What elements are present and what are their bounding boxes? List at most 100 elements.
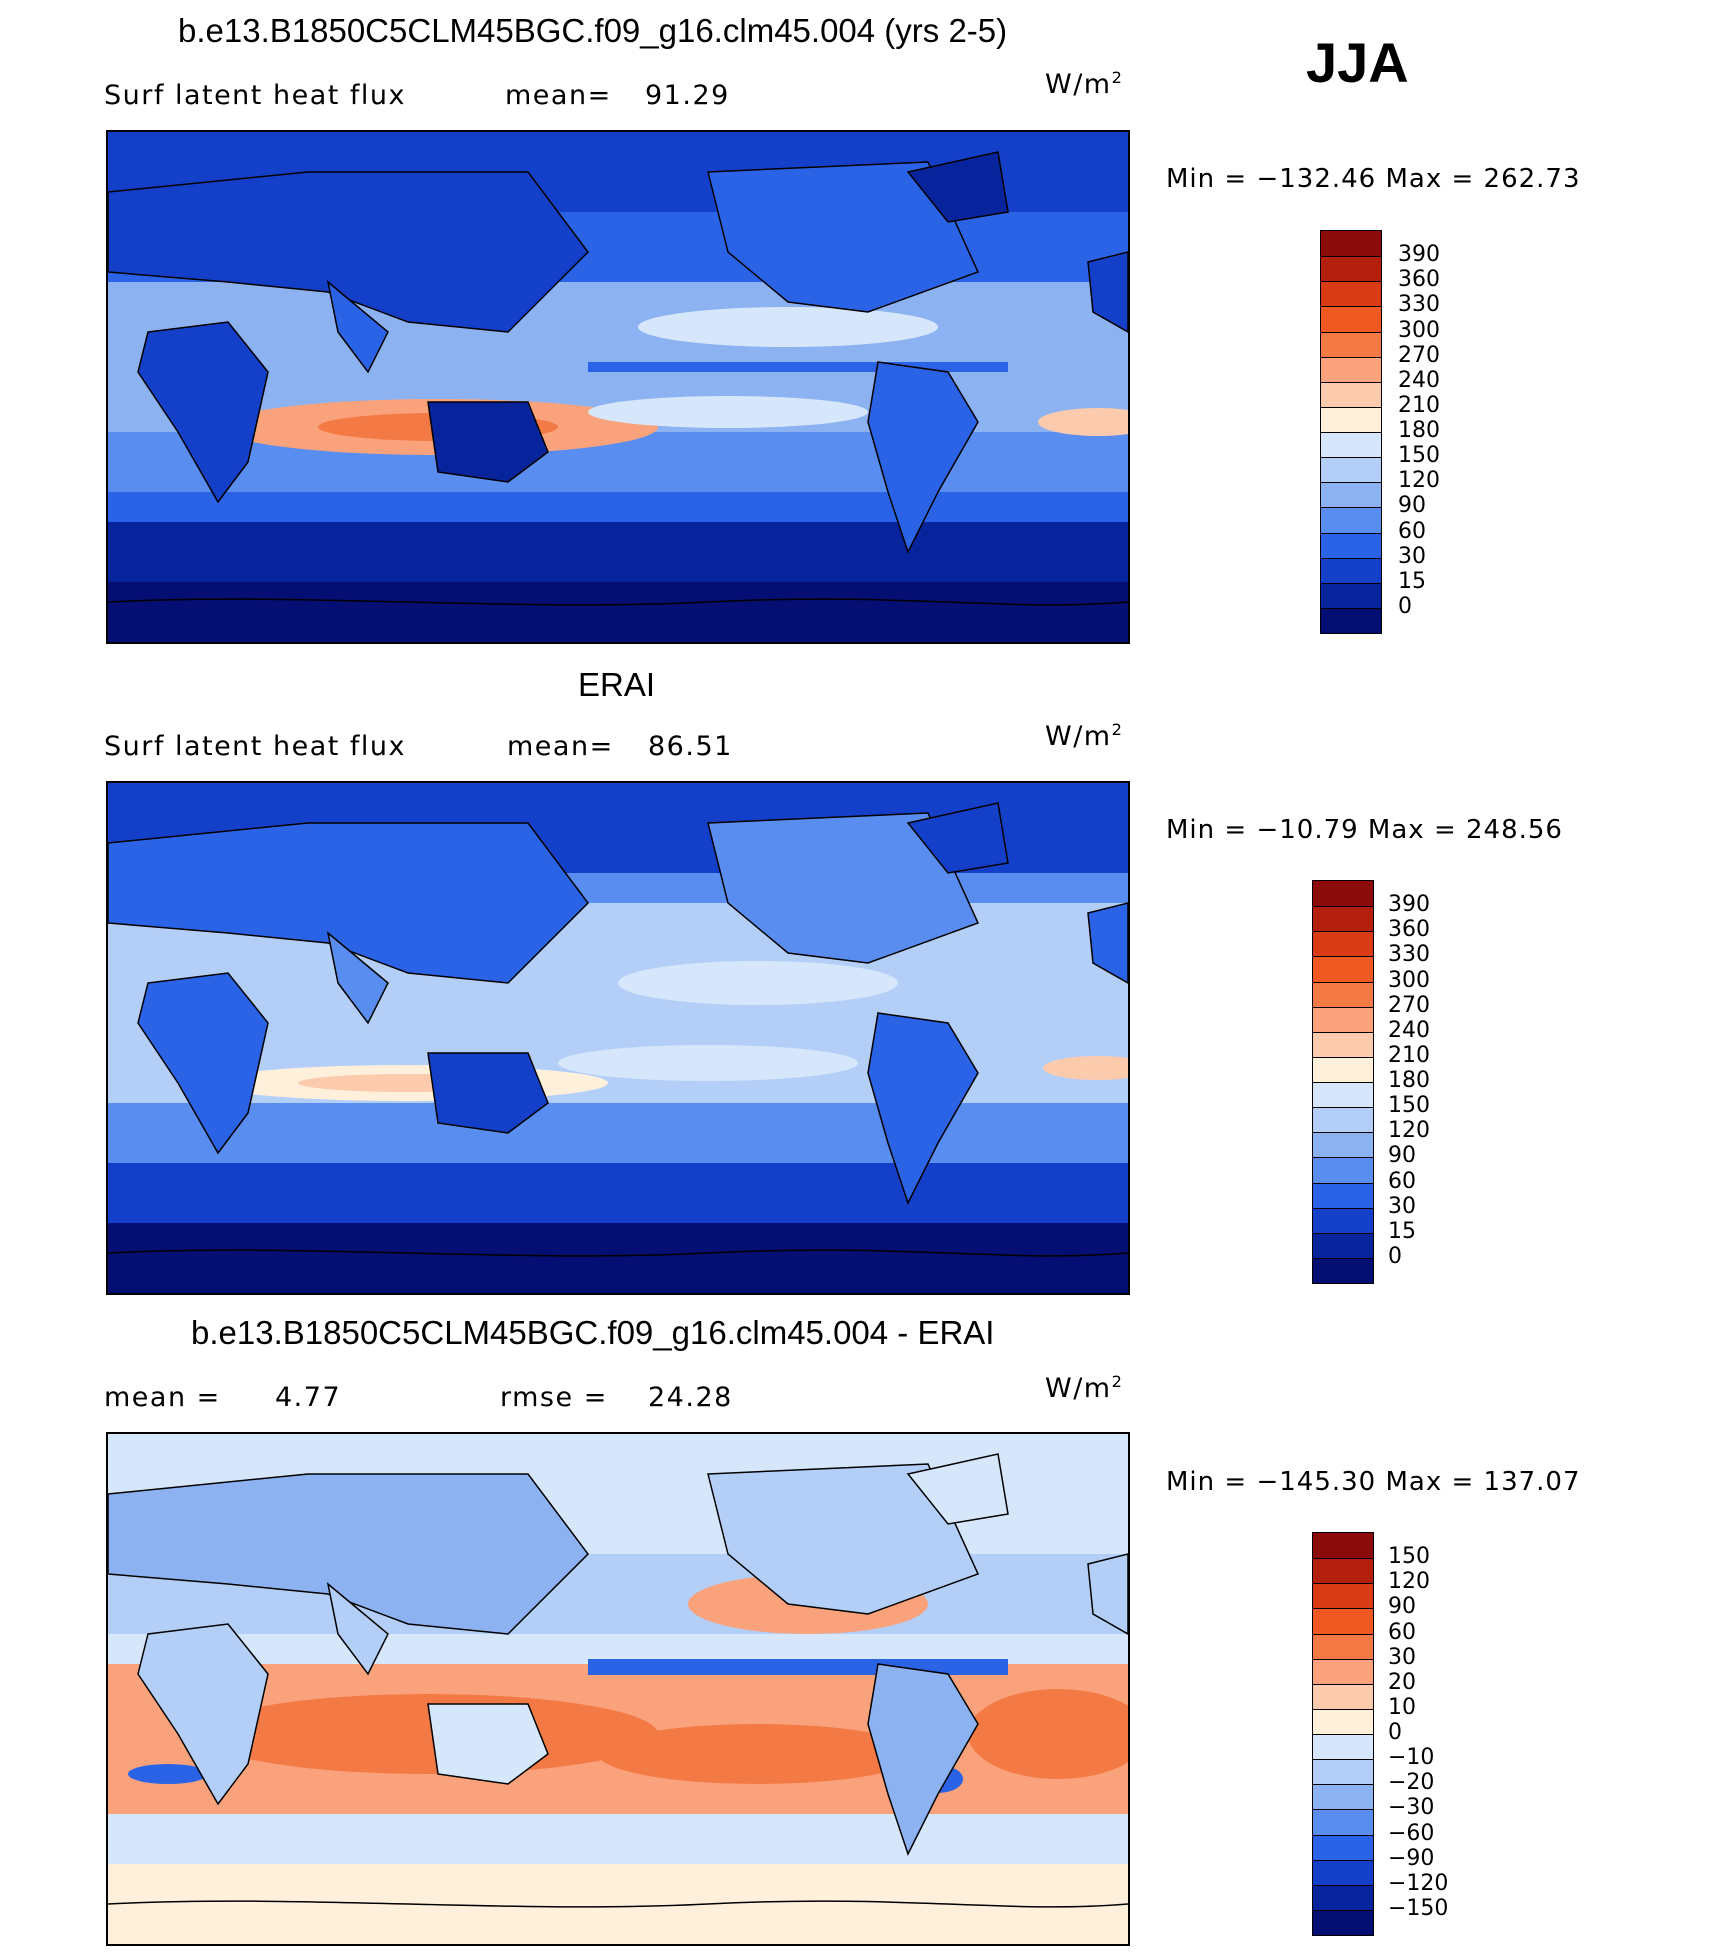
panel-3-mean-label: mean =: [104, 1382, 221, 1413]
colorbar-tick-label: 210: [1398, 392, 1440, 418]
colorbar-tick-label: 390: [1398, 242, 1440, 268]
colorbar-segment: [1313, 981, 1373, 1007]
colorbar-tick-label: 240: [1388, 1017, 1430, 1043]
colorbar-tick-label: 120: [1388, 1118, 1430, 1144]
colorbar-segment: [1321, 507, 1381, 533]
panel-1-mean-value: 91.29: [645, 80, 730, 111]
colorbar-segment: [1321, 457, 1381, 483]
panel-3-map-field: [108, 1434, 1128, 1944]
colorbar-segment: [1313, 1107, 1373, 1133]
colorbar-tick-label: 180: [1398, 418, 1440, 443]
colorbar-segment: [1313, 1734, 1373, 1760]
colorbar-segment: [1321, 607, 1381, 633]
panel-1-colorbar: [1320, 230, 1382, 634]
colorbar-tick-label: −10: [1388, 1745, 1435, 1771]
colorbar-tick-label: 15: [1398, 568, 1426, 594]
colorbar-segment: [1313, 1533, 1373, 1559]
colorbar-tick-label: 30: [1388, 1193, 1416, 1219]
colorbar-tick-label: 360: [1388, 917, 1430, 943]
panel-1-minmax: Min = −132.46 Max = 262.73: [1166, 164, 1581, 194]
colorbar-segment: [1313, 956, 1373, 982]
colorbar-segment: [1313, 1633, 1373, 1659]
colorbar-tick-label: 0: [1388, 1243, 1402, 1269]
colorbar-segment: [1313, 1157, 1373, 1183]
colorbar-tick-label: 210: [1388, 1042, 1430, 1068]
panel-1-map: [106, 130, 1130, 644]
colorbar-tick-label: 360: [1398, 267, 1440, 293]
colorbar-segment: [1313, 1132, 1373, 1158]
colorbar-tick-label: 390: [1388, 892, 1430, 918]
colorbar-tick-label: 30: [1398, 543, 1426, 569]
colorbar-segment: [1313, 1784, 1373, 1810]
colorbar-tick-label: 120: [1388, 1569, 1430, 1595]
colorbar-segment: [1313, 1608, 1373, 1634]
colorbar-segment: [1321, 482, 1381, 508]
colorbar-tick-label: 330: [1388, 942, 1430, 968]
colorbar-segment: [1313, 1859, 1373, 1885]
colorbar-segment: [1313, 1257, 1373, 1283]
colorbar-segment: [1313, 906, 1373, 932]
colorbar-segment: [1321, 356, 1381, 382]
panel-3-colorbar-labels: 150 120 90 60 30 20 10 0 −10 −20 −30 −60 −90 −120 −150: [1388, 1532, 1488, 1936]
colorbar-tick-label: 10: [1388, 1694, 1416, 1720]
colorbar-tick-label: 240: [1398, 367, 1440, 393]
colorbar-tick-label: 15: [1388, 1218, 1416, 1244]
colorbar-segment: [1313, 1708, 1373, 1734]
panel-1-map-field: [108, 132, 1128, 642]
colorbar-tick-label: 30: [1388, 1644, 1416, 1670]
colorbar-tick-label: 0: [1388, 1720, 1402, 1745]
colorbar-segment: [1313, 1082, 1373, 1108]
panel-2-title: ERAI: [578, 666, 656, 703]
panel-2-mean-value: 86.51: [648, 731, 733, 762]
colorbar-tick-label: 150: [1398, 443, 1440, 469]
colorbar-tick-label: 150: [1388, 1093, 1430, 1119]
colorbar-tick-label: 90: [1388, 1143, 1416, 1169]
colorbar-tick-label: 0: [1398, 593, 1412, 619]
colorbar-tick-label: 20: [1388, 1669, 1416, 1695]
colorbar-tick-label: −120: [1388, 1870, 1449, 1896]
panel-1-title: b.e13.B1850C5CLM45BGC.f09_g16.clm45.004 …: [178, 12, 1008, 49]
colorbar-tick-label: 90: [1398, 493, 1426, 519]
colorbar-segment: [1313, 881, 1373, 907]
panel-1-colorbar-labels: 390 360 330 300 270 240 210 180 150 120 90 60 30 15 0: [1398, 230, 1478, 634]
colorbar-segment: [1321, 331, 1381, 357]
colorbar-tick-label: −20: [1388, 1770, 1435, 1796]
colorbar-segment: [1313, 1884, 1373, 1910]
colorbar-tick-label: 330: [1398, 292, 1440, 318]
panel-3-rmse-label: rmse =: [500, 1382, 608, 1413]
panel-2-units: W/m2: [1045, 720, 1124, 752]
panel-2-mean-label: mean=: [507, 731, 614, 762]
colorbar-tick-label: 60: [1398, 518, 1426, 544]
colorbar-segment: [1313, 1683, 1373, 1709]
panel-1-mean-label: mean=: [505, 80, 612, 111]
panel-2-minmax: Min = −10.79 Max = 248.56: [1166, 815, 1563, 845]
panel-2-colorbar-labels: 390 360 330 300 270 240 210 180 150 120 90 60 30 15 0: [1388, 880, 1468, 1284]
panel-2-variable-label: Surf latent heat flux: [104, 731, 407, 762]
colorbar-segment: [1313, 1558, 1373, 1584]
colorbar-tick-label: −90: [1388, 1845, 1435, 1871]
colorbar-tick-label: 150: [1388, 1544, 1430, 1570]
colorbar-segment: [1321, 306, 1381, 332]
panel-3-minmax: Min = −145.30 Max = 137.07: [1166, 1467, 1581, 1497]
colorbar-segment: [1321, 256, 1381, 282]
panel-2-map: [106, 781, 1130, 1295]
colorbar-tick-label: 300: [1388, 967, 1430, 993]
colorbar-segment: [1313, 1232, 1373, 1258]
colorbar-segment: [1313, 1006, 1373, 1032]
colorbar-segment: [1313, 1809, 1373, 1835]
panel-2-map-field: [108, 783, 1128, 1293]
panel-3-mean-value: 4.77: [275, 1382, 342, 1413]
colorbar-tick-label: 120: [1398, 468, 1440, 494]
colorbar-segment: [1321, 432, 1381, 458]
colorbar-tick-label: −60: [1388, 1820, 1435, 1846]
colorbar-segment: [1313, 1207, 1373, 1233]
colorbar-segment: [1313, 1056, 1373, 1082]
colorbar-segment: [1321, 231, 1381, 257]
colorbar-segment: [1321, 557, 1381, 583]
colorbar-tick-label: 300: [1398, 317, 1440, 343]
colorbar-segment: [1313, 1834, 1373, 1860]
colorbar-segment: [1313, 1909, 1373, 1935]
colorbar-segment: [1313, 931, 1373, 957]
colorbar-segment: [1321, 532, 1381, 558]
colorbar-segment: [1313, 1658, 1373, 1684]
